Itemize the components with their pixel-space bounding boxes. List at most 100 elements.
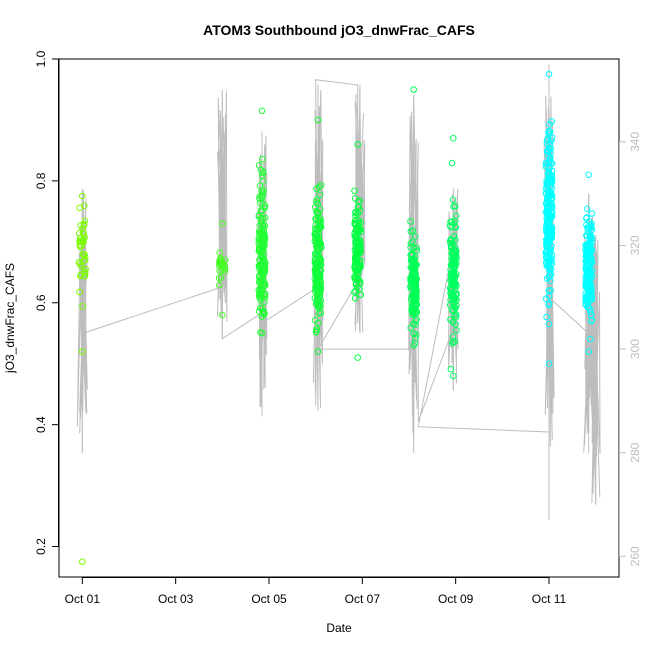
x-tick-label: Oct 09 (438, 592, 474, 606)
data-point (449, 318, 457, 326)
data-point (413, 315, 420, 323)
data-point (256, 195, 263, 202)
data-point (260, 311, 268, 319)
data-point (451, 311, 458, 319)
data-point (256, 222, 264, 229)
data-point (546, 140, 553, 148)
data-point (583, 298, 591, 306)
data-point (80, 251, 87, 258)
y-tick-label: 0.2 (34, 538, 48, 555)
data-point (81, 217, 89, 225)
data-point (546, 192, 554, 199)
data-point (315, 310, 323, 317)
data-point (545, 360, 553, 368)
data-point (76, 237, 83, 245)
data-point (407, 324, 415, 332)
data-point (547, 277, 554, 285)
data-point (452, 280, 460, 287)
data-point (545, 229, 552, 236)
data-point (453, 302, 460, 310)
data-point (547, 177, 554, 184)
data-point (215, 274, 223, 282)
data-point (354, 141, 362, 148)
chart-title: ATOM3 Southbound jO3_dnwFrac_CAFS (203, 22, 475, 38)
data-point (447, 365, 455, 373)
data-point (448, 281, 456, 289)
data-point (407, 218, 414, 225)
data-point (312, 235, 319, 243)
data-point (447, 244, 455, 252)
data-point (312, 215, 319, 222)
data-point (448, 159, 456, 167)
data-point (357, 226, 364, 233)
data-point (412, 334, 419, 342)
data-point (219, 220, 226, 227)
data-point (79, 225, 86, 232)
data-point (260, 246, 267, 254)
data-point (542, 254, 550, 261)
data-point (216, 281, 223, 289)
data-point (313, 272, 321, 280)
data-point (351, 255, 359, 263)
data-point (588, 254, 595, 262)
data-point (258, 155, 266, 163)
data-point (77, 271, 85, 278)
x-tick-label: Oct 01 (65, 592, 101, 606)
data-point (548, 134, 556, 141)
x-tick-label: Oct 07 (345, 592, 381, 606)
data-point (257, 286, 265, 293)
data-point (410, 309, 417, 316)
data-point (545, 287, 553, 294)
data-point (256, 199, 264, 207)
data-point (451, 203, 459, 210)
data-point (545, 300, 553, 307)
data-point (543, 203, 551, 211)
data-point (76, 204, 83, 212)
data-point (314, 348, 322, 355)
data-point (544, 177, 552, 185)
data-point (582, 242, 590, 249)
data-point (80, 220, 88, 228)
y-axis: 0.2 0.4 0.6 0.8 1.0 (34, 50, 59, 555)
right-y-axis: 260 280 300 320 340 (619, 132, 642, 566)
data-point (544, 212, 551, 219)
data-point (312, 328, 320, 335)
data-point (317, 222, 324, 229)
data-point (588, 210, 596, 217)
data-point (452, 212, 460, 219)
right-y-tick-label: 260 (628, 546, 642, 566)
data-point (356, 197, 363, 204)
data-point (413, 287, 420, 295)
data-point (449, 274, 457, 282)
data-point (259, 189, 267, 196)
y-axis-label: jO3_dnwFrac_CAFS (3, 263, 17, 374)
data-point (313, 196, 321, 203)
data-point (407, 240, 415, 247)
data-point (545, 70, 553, 78)
data-point (260, 200, 267, 207)
data-point (79, 229, 87, 236)
data-point (586, 265, 593, 273)
data-point (546, 224, 553, 232)
data-point (582, 280, 590, 287)
data-point (219, 311, 226, 319)
data-point (355, 248, 362, 255)
data-point (449, 240, 457, 247)
data-point (355, 241, 363, 249)
data-point (260, 255, 268, 263)
data-point (352, 212, 359, 219)
plot-frame (58, 58, 620, 578)
data-point (357, 291, 365, 299)
data-point (316, 191, 324, 199)
data-point (407, 251, 415, 259)
data-point (261, 235, 268, 243)
data-point (410, 330, 418, 337)
data-point (547, 235, 554, 242)
data-point (447, 285, 455, 293)
y-tick-label: 0.8 (34, 172, 48, 189)
data-point (588, 259, 596, 267)
data-point (586, 305, 594, 313)
data-point (453, 327, 460, 334)
y-tick-label: 1.0 (34, 50, 48, 67)
data-point (450, 372, 457, 380)
